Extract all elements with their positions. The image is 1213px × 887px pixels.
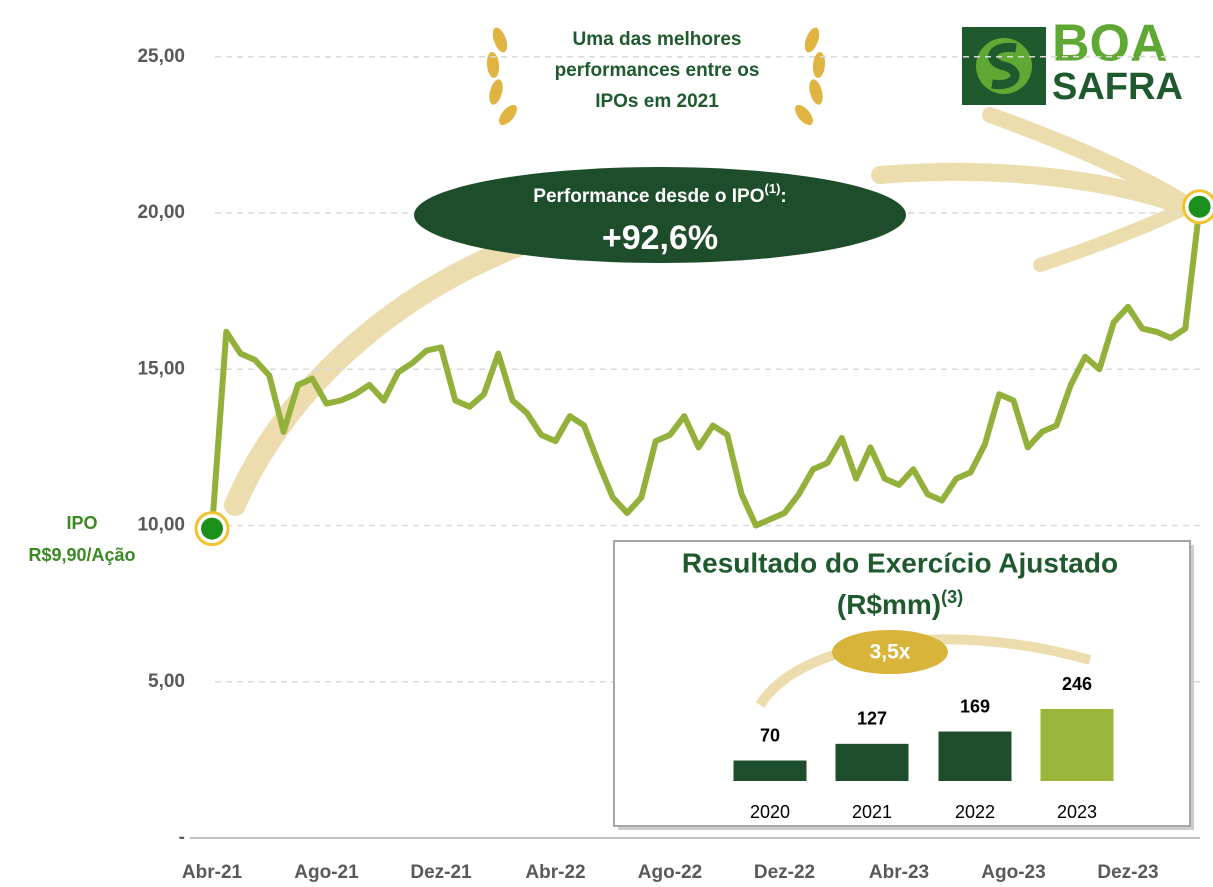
performance-label: Performance desde o IPO(1): <box>533 181 786 207</box>
chart: Uma das melhores performances entre os I… <box>0 0 1213 887</box>
swoosh <box>235 245 520 505</box>
y-tick-label: - <box>179 827 185 848</box>
swoosh <box>1040 208 1185 265</box>
y-tick-label: 5,00 <box>148 671 185 692</box>
inset-box <box>614 541 1190 826</box>
value-label: 169 <box>960 696 990 716</box>
badge-line: Uma das melhores <box>573 29 742 50</box>
bar <box>734 761 807 781</box>
x-tick-label: 2020 <box>750 802 790 822</box>
x-tick-label: Abr-22 <box>525 862 585 883</box>
y-tick-label: 20,00 <box>137 202 185 223</box>
x-tick-label: Ago-22 <box>638 862 702 883</box>
value-label: 127 <box>857 709 887 729</box>
x-tick-label: Ago-21 <box>294 862 359 883</box>
x-tick-label: Abr-21 <box>182 862 243 883</box>
x-tick-label: 2021 <box>852 802 892 822</box>
y-tick-label: 25,00 <box>137 46 185 67</box>
x-tick-label: 2022 <box>955 802 995 822</box>
logo: BOA SAFRA <box>962 15 1183 108</box>
logo-text: SAFRA <box>1052 66 1183 108</box>
y-tick-label: 15,00 <box>137 358 185 379</box>
bar <box>836 744 909 781</box>
x-tick-label: Abr-23 <box>869 862 929 883</box>
y-tick-label: 10,00 <box>137 515 185 536</box>
value-label: 246 <box>1062 674 1092 694</box>
x-tick-label: Dez-22 <box>754 862 815 883</box>
x-tick-label: Dez-23 <box>1097 862 1158 883</box>
badge-line: performances entre os <box>555 60 760 81</box>
logo-text: BOA <box>1052 15 1168 73</box>
performance-value: +92,6% <box>602 219 718 257</box>
x-tick-label: Ago-23 <box>981 862 1045 883</box>
point-marker <box>1189 196 1211 218</box>
inset-title-note: (3) <box>941 587 963 607</box>
badge-line: IPOs em 2021 <box>595 91 719 112</box>
x-tick-label: Dez-21 <box>410 862 472 883</box>
bar <box>1041 709 1114 781</box>
ipo-label: IPO <box>66 513 97 533</box>
point-marker <box>201 518 223 540</box>
performance-note: (1) <box>765 181 781 196</box>
ipo-label: R$9,90/Ação <box>28 545 135 565</box>
inset-title-line: (R$mm) <box>837 589 941 620</box>
inset-title: Resultado do Exercício Ajustado <box>682 547 1118 578</box>
x-tick-label: 2023 <box>1057 802 1097 822</box>
performance-suffix: : <box>780 186 786 207</box>
performance-text: Performance desde o IPO <box>533 186 764 207</box>
value-label: 70 <box>760 725 780 745</box>
bar <box>939 732 1012 781</box>
annotation: 3,5x <box>870 641 911 664</box>
badge-text: Uma das melhores performances entre os I… <box>555 29 760 112</box>
